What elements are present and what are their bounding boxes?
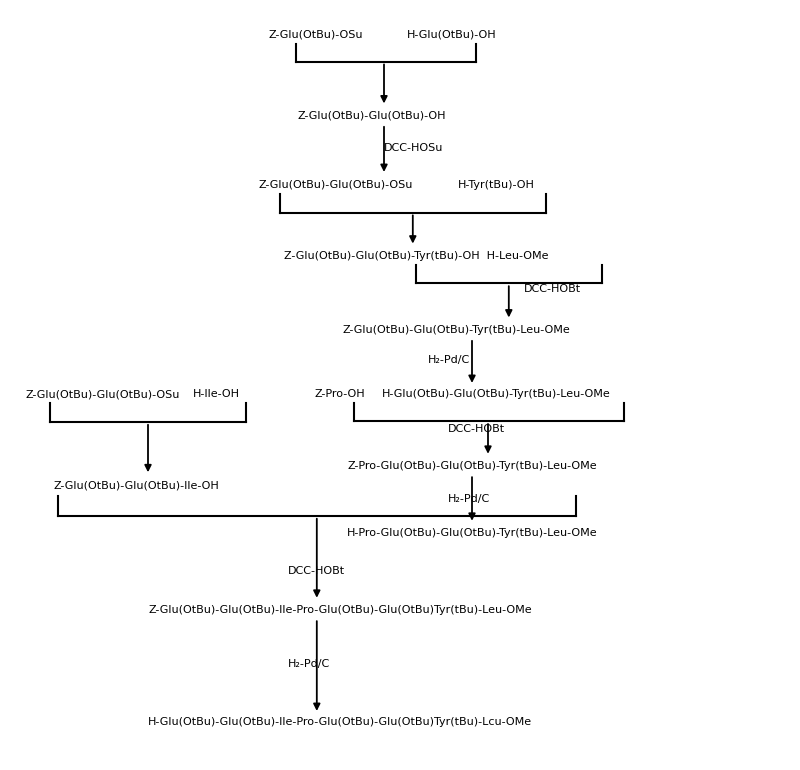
Text: H-Tyr(tBu)-OH: H-Tyr(tBu)-OH: [458, 180, 534, 189]
Text: Z-Glu(OtBu)-Glu(OtBu)-Tyr(tBu)-OH  H-Leu-OMe: Z-Glu(OtBu)-Glu(OtBu)-Tyr(tBu)-OH H-Leu-…: [284, 251, 548, 260]
Text: H-Glu(OtBu)-Glu(OtBu)-Ile-Pro-Glu(OtBu)-Glu(OtBu)Tyr(tBu)-Lcu-OMe: H-Glu(OtBu)-Glu(OtBu)-Ile-Pro-Glu(OtBu)-…: [148, 718, 532, 727]
Text: H₂-Pd/C: H₂-Pd/C: [448, 494, 490, 504]
Text: H₂-Pd/C: H₂-Pd/C: [288, 659, 330, 668]
Text: H-Pro-Glu(OtBu)-Glu(OtBu)-Tyr(tBu)-Leu-OMe: H-Pro-Glu(OtBu)-Glu(OtBu)-Tyr(tBu)-Leu-O…: [346, 528, 598, 537]
Text: H-Ile-OH: H-Ile-OH: [193, 390, 239, 399]
Text: Z-Glu(OtBu)-Glu(OtBu)-OH: Z-Glu(OtBu)-Glu(OtBu)-OH: [298, 111, 446, 120]
Text: Z-Glu(OtBu)-Glu(OtBu)-OSu: Z-Glu(OtBu)-Glu(OtBu)-OSu: [259, 180, 413, 189]
Text: Z-Glu(OtBu)-Glu(OtBu)-Ile-Pro-Glu(OtBu)-Glu(OtBu)Tyr(tBu)-Leu-OMe: Z-Glu(OtBu)-Glu(OtBu)-Ile-Pro-Glu(OtBu)-…: [148, 605, 532, 614]
Text: Z-Glu(OtBu)-Glu(OtBu)-Ile-OH: Z-Glu(OtBu)-Glu(OtBu)-Ile-OH: [53, 480, 219, 490]
Text: Z-Pro-Glu(OtBu)-Glu(OtBu)-Tyr(tBu)-Leu-OMe: Z-Pro-Glu(OtBu)-Glu(OtBu)-Tyr(tBu)-Leu-O…: [347, 461, 597, 470]
Text: Z-Pro-OH: Z-Pro-OH: [314, 390, 366, 399]
Text: DCC-HOBt: DCC-HOBt: [288, 567, 345, 576]
Text: Z-Glu(OtBu)-Glu(OtBu)-OSu: Z-Glu(OtBu)-Glu(OtBu)-OSu: [26, 390, 179, 399]
Text: H-Glu(OtBu)-OH: H-Glu(OtBu)-OH: [407, 30, 497, 39]
Text: H-Glu(OtBu)-Glu(OtBu)-Tyr(tBu)-Leu-OMe: H-Glu(OtBu)-Glu(OtBu)-Tyr(tBu)-Leu-OMe: [382, 390, 610, 399]
Text: DCC-HOBt: DCC-HOBt: [524, 284, 581, 293]
Text: DCC-HOSu: DCC-HOSu: [384, 143, 443, 152]
Text: Z-Glu(OtBu)-OSu: Z-Glu(OtBu)-OSu: [269, 30, 363, 39]
Text: H₂-Pd/C: H₂-Pd/C: [428, 356, 470, 365]
Text: DCC-HOBt: DCC-HOBt: [448, 424, 505, 434]
Text: Z-Glu(OtBu)-Glu(OtBu)-Tyr(tBu)-Leu-OMe: Z-Glu(OtBu)-Glu(OtBu)-Tyr(tBu)-Leu-OMe: [342, 325, 570, 334]
